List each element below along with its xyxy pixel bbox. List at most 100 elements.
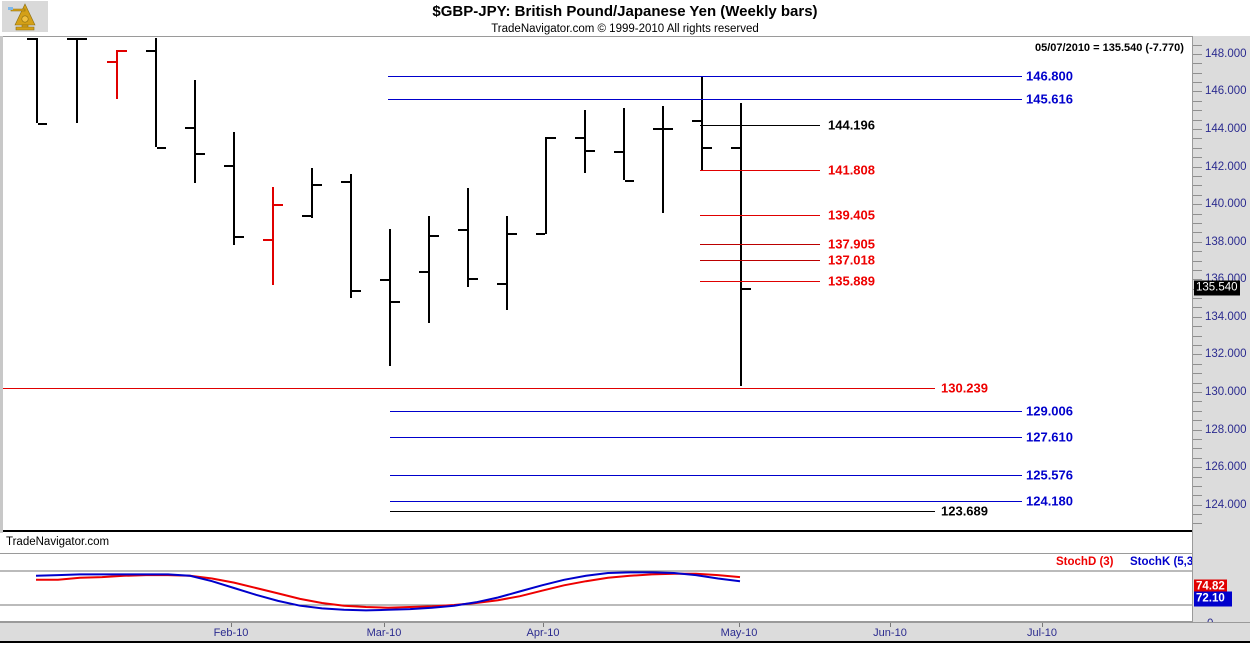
stochd-value-badge: 74.82 (1194, 579, 1227, 595)
ohlc-close-tick (78, 37, 87, 40)
price-axis-label: 144.000 (1205, 123, 1247, 136)
price-axis-tick (1193, 420, 1202, 422)
ohlc-open-tick (575, 136, 584, 139)
date-axis-label: Jul-10 (1027, 627, 1057, 639)
ohlc-open-tick (419, 270, 428, 273)
price-axis-tick (1193, 504, 1202, 506)
ohlc-close-tick (703, 146, 712, 149)
price-level-line[interactable] (700, 281, 820, 283)
ohlc-close-tick (391, 300, 400, 303)
price-axis-tick (1193, 523, 1202, 525)
price-axis-tick (1193, 175, 1202, 177)
copyright-notice: TradeNavigator.com © 1999-2010 All right… (491, 23, 759, 35)
price-axis-tick (1193, 72, 1202, 74)
ohlc-close-tick (352, 289, 361, 292)
price-axis-tick (1193, 110, 1202, 112)
price-axis-tick (1193, 373, 1202, 375)
date-axis-tick (543, 623, 544, 627)
price-axis-label: 146.000 (1205, 85, 1247, 98)
price-axis-tick (1193, 401, 1202, 403)
ohlc-bar (194, 80, 196, 184)
price-axis-label: 138.000 (1205, 235, 1247, 248)
price-level-label: 145.616 (1026, 91, 1073, 107)
stochastic-panel[interactable]: StochD (3) StochK (5,3) (0, 554, 1197, 622)
price-level-label: 137.905 (828, 236, 875, 252)
price-level-line[interactable] (390, 501, 1022, 503)
price-axis-label: 132.000 (1205, 348, 1247, 361)
price-level-line[interactable] (700, 125, 820, 127)
ohlc-open-tick (185, 127, 194, 130)
quote-readout: 05/07/2010 = 135.540 (-7.770) (1035, 42, 1184, 54)
price-chart-panel[interactable]: 05/07/2010 = 135.540 (-7.770) (0, 36, 1192, 532)
page-title: $GBP-JPY: British Pound/Japanese Yen (We… (432, 3, 818, 20)
price-axis-tick (1193, 298, 1202, 300)
ohlc-bar (506, 216, 508, 311)
price-axis-label: 124.000 (1205, 498, 1247, 511)
price-level-line[interactable] (390, 436, 1022, 438)
price-axis-tick (1193, 476, 1202, 478)
price-axis-label: 126.000 (1205, 461, 1247, 474)
price-level-label: 127.610 (1026, 429, 1073, 445)
ohlc-open-tick (224, 164, 233, 167)
ohlc-bar (389, 228, 391, 366)
ohlc-close-tick (625, 179, 634, 182)
price-axis-label: 140.000 (1205, 198, 1247, 211)
price-level-line[interactable] (390, 410, 1022, 412)
price-level-line[interactable] (388, 76, 1022, 78)
stochk-value-badge: 72.10 (1194, 591, 1232, 607)
price-axis-tick (1193, 514, 1202, 516)
price-level-label: 130.239 (941, 380, 988, 395)
price-level-label: 125.576 (1026, 467, 1073, 483)
ohlc-open-tick (107, 61, 116, 64)
price-axis-tick (1193, 82, 1202, 84)
price-axis-label: 148.000 (1205, 47, 1247, 60)
date-axis-label: Mar-10 (366, 627, 402, 639)
price-level-line[interactable] (700, 170, 820, 172)
ohlc-close-tick (547, 137, 556, 140)
chart-header: $GBP-JPY: British Pound/Japanese Yen (We… (0, 0, 1250, 36)
date-axis[interactable]: Feb-10 Mar-10 Apr-10 May-10 Jun-10 Jul-10 (0, 622, 1250, 643)
price-axis-tick (1193, 410, 1202, 412)
ohlc-bar (311, 167, 313, 219)
price-level-line[interactable] (388, 98, 1022, 100)
ohlc-bar (233, 131, 235, 246)
ohlc-bar (350, 174, 352, 299)
tradenavigator-sextant-logo (2, 1, 48, 32)
price-axis-tick (1193, 194, 1202, 196)
price-level-line[interactable] (3, 387, 935, 389)
ohlc-bar (701, 77, 703, 172)
ohlc-close-tick (313, 183, 322, 186)
ohlc-bar (584, 110, 586, 174)
ohlc-open-tick (692, 119, 701, 122)
ohlc-open-tick (731, 146, 740, 149)
ohlc-open-tick (536, 233, 545, 236)
price-axis-tick (1193, 279, 1202, 281)
price-level-line[interactable] (390, 510, 935, 512)
ohlc-bar (662, 105, 664, 213)
price-level-line[interactable] (700, 260, 820, 262)
ohlc-open-tick (458, 228, 467, 231)
price-axis-tick (1193, 316, 1202, 318)
ohlc-bar (155, 37, 157, 147)
price-axis-tick (1193, 382, 1202, 384)
price-level-line[interactable] (700, 243, 820, 245)
price-axis-tick (1193, 495, 1202, 497)
ohlc-close-tick (508, 233, 517, 236)
price-axis-tick (1193, 232, 1202, 234)
price-level-line[interactable] (390, 475, 1022, 477)
price-axis-tick (1193, 147, 1202, 149)
price-axis-tick (1193, 63, 1202, 65)
price-axis-tick (1193, 53, 1202, 55)
window-bottom-edge (0, 641, 1250, 643)
price-axis-tick (1193, 119, 1202, 121)
date-axis-label: Apr-10 (526, 627, 560, 639)
price-axis-label: 134.000 (1205, 310, 1247, 323)
date-axis-tick (384, 623, 385, 627)
price-level-line[interactable] (700, 215, 820, 217)
price-axis-tick (1193, 438, 1202, 440)
price-axis[interactable]: 148.000 146.000 144.000 142.000 140.000 138.0… (1192, 36, 1250, 630)
price-axis-tick (1193, 326, 1202, 328)
indicator-label-bar: TradeNavigator.com (0, 533, 1192, 554)
price-axis-tick (1193, 485, 1202, 487)
price-level-label: 144.196 (828, 117, 875, 133)
